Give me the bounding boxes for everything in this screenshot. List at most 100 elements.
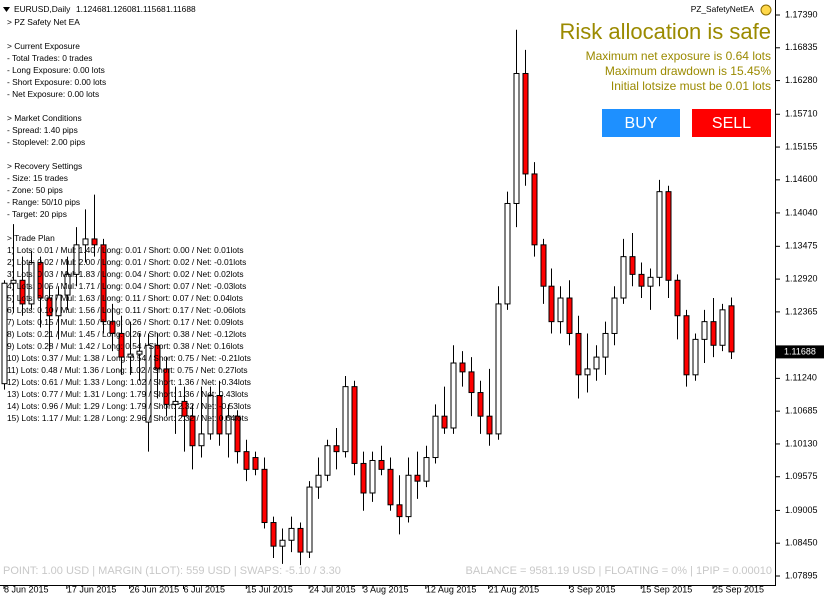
- candle-body: [109, 321, 116, 334]
- candle-body: [656, 191, 663, 278]
- x-tick-label: 26 Jun 2015: [130, 584, 180, 594]
- y-tick-label: 1.16280: [785, 75, 818, 85]
- section-heading: > Market Conditions: [7, 113, 82, 123]
- buy-button-bg[interactable]: [602, 109, 680, 137]
- status-headline: Risk allocation is safe: [559, 19, 771, 44]
- candle-body: [522, 72, 529, 175]
- candle-body: [234, 415, 241, 453]
- section-line: - Zone: 50 pips: [7, 185, 63, 195]
- y-tick-label: 1.12365: [785, 306, 818, 316]
- candle-body: [396, 504, 403, 518]
- sell-button-label[interactable]: SELL: [712, 115, 751, 132]
- candle-body: [360, 462, 367, 494]
- header-low: 1.11568: [136, 4, 166, 14]
- section-line: 3) Lots: 0.03 / Mul: 1.83 / Long: 0.04 /…: [7, 269, 244, 279]
- candle-body: [91, 238, 98, 246]
- candle-body: [225, 415, 232, 435]
- info-block: > Current Exposure - Total Trades: 0 trad…: [7, 41, 251, 423]
- section-heading: > Trade Plan: [7, 233, 55, 243]
- y-tick-label: 1.17390: [785, 9, 818, 19]
- candle-body: [557, 297, 564, 323]
- candle-body: [540, 244, 547, 287]
- candle-body: [638, 273, 645, 287]
- candle-body: [450, 362, 457, 429]
- candle-body: [414, 474, 421, 482]
- y-tick-label: 1.16835: [785, 42, 818, 52]
- candle-body: [28, 262, 35, 305]
- section-line: - Range: 50/10 pips: [7, 197, 80, 207]
- candle-body: [315, 474, 322, 488]
- section-line: 12) Lots: 0.61 / Mul: 1.33 / Long: 1.02 …: [7, 377, 251, 387]
- candle-body: [531, 173, 538, 246]
- section-line: - Long Exposure: 0.00 lots: [7, 65, 105, 75]
- sell-button[interactable]: SELL: [692, 109, 771, 137]
- x-tick-label: 3 Aug 2015: [363, 584, 409, 594]
- footer-left: POINT: 1.00 USD | MARGIN (1LOT): 559 USD…: [3, 565, 341, 577]
- header-prices: 1.12468 1.12608 1.11568 1.11688: [76, 4, 196, 14]
- candle-body: [378, 459, 385, 470]
- y-tick-label: 1.11240: [785, 373, 817, 383]
- section-line: - Target: 20 pips: [7, 209, 67, 219]
- y-tick-label: 1.08450: [785, 538, 818, 548]
- candle-body: [665, 191, 672, 281]
- y-tick-label: 1.10130: [785, 438, 818, 448]
- header-high: 1.12608: [106, 4, 137, 14]
- candle-body: [701, 321, 708, 340]
- x-tick-label: 17 Jun 2015: [67, 584, 117, 594]
- candle-body: [288, 527, 295, 541]
- candle-body: [728, 305, 735, 353]
- footer-right: BALANCE = 9581.19 USD | FLOATING = 0% | …: [466, 565, 772, 577]
- candle-body: [136, 350, 143, 355]
- candle-body: [198, 433, 205, 447]
- buy-button-label[interactable]: BUY: [625, 115, 658, 132]
- section-line: 11) Lots: 0.48 / Mul: 1.36 / Long: 1.02 …: [7, 365, 248, 375]
- candle-body: [100, 244, 107, 323]
- header-close: 1.11688: [166, 4, 196, 14]
- candle-body: [369, 459, 376, 494]
- candle-body: [459, 362, 466, 373]
- current-price-label: 1.11688: [784, 346, 816, 356]
- buy-button[interactable]: BUY: [602, 109, 680, 137]
- candle-body: [216, 394, 223, 435]
- section-line: - Stoplevel: 2.00 pips: [7, 137, 85, 147]
- candle-body: [441, 415, 448, 429]
- candle-body: [306, 486, 313, 553]
- candle-body: [683, 315, 690, 376]
- candle-body: [10, 279, 17, 284]
- y-tick-label: 1.09575: [785, 471, 818, 481]
- status-line: Initial lotsize must be 0.01 lots: [611, 79, 771, 93]
- candle-body: [575, 332, 582, 376]
- candle-body: [647, 276, 654, 287]
- y-tick-label: 1.14600: [785, 174, 818, 184]
- candle-body: [118, 332, 125, 358]
- ea-smiley-icon: [760, 4, 772, 16]
- section-heading: > Current Exposure: [7, 41, 80, 51]
- candle-body: [154, 344, 161, 370]
- section-line: 6) Lots: 0.10 / Mul: 1.56 / Long: 0.11 /…: [7, 305, 246, 315]
- candle-body: [127, 353, 134, 358]
- candle-body: [261, 468, 268, 524]
- panel-title: > PZ Safety Net EA: [7, 17, 80, 27]
- candle-body: [593, 356, 600, 370]
- candle-body: [584, 368, 591, 376]
- candle-body: [504, 202, 511, 305]
- y-tick-label: 1.13475: [785, 241, 818, 251]
- section-line: 14) Lots: 0.96 / Mul: 1.29 / Long: 1.79 …: [7, 401, 251, 411]
- candle-body: [432, 415, 439, 459]
- sell-button-bg[interactable]: [692, 109, 771, 137]
- candle-body: [333, 445, 340, 453]
- candle-body: [387, 468, 394, 506]
- candle-body: [37, 262, 44, 299]
- section-line: 8) Lots: 0.21 / Mul: 1.45 / Long: 0.26 /…: [7, 329, 246, 339]
- candle-body: [692, 338, 699, 376]
- candle-body: [486, 415, 493, 435]
- candle-body: [46, 297, 53, 317]
- status-line: Maximum drawdown is 15.45%: [605, 64, 771, 78]
- section-line: 15) Lots: 1.17 / Mul: 1.28 / Long: 2.96 …: [7, 413, 248, 423]
- section-line: - Short Exposure: 0.00 lots: [7, 77, 106, 87]
- candle-body: [611, 297, 618, 334]
- status-line: Maximum net exposure is 0.64 lots: [586, 49, 771, 63]
- candle-body: [189, 415, 196, 447]
